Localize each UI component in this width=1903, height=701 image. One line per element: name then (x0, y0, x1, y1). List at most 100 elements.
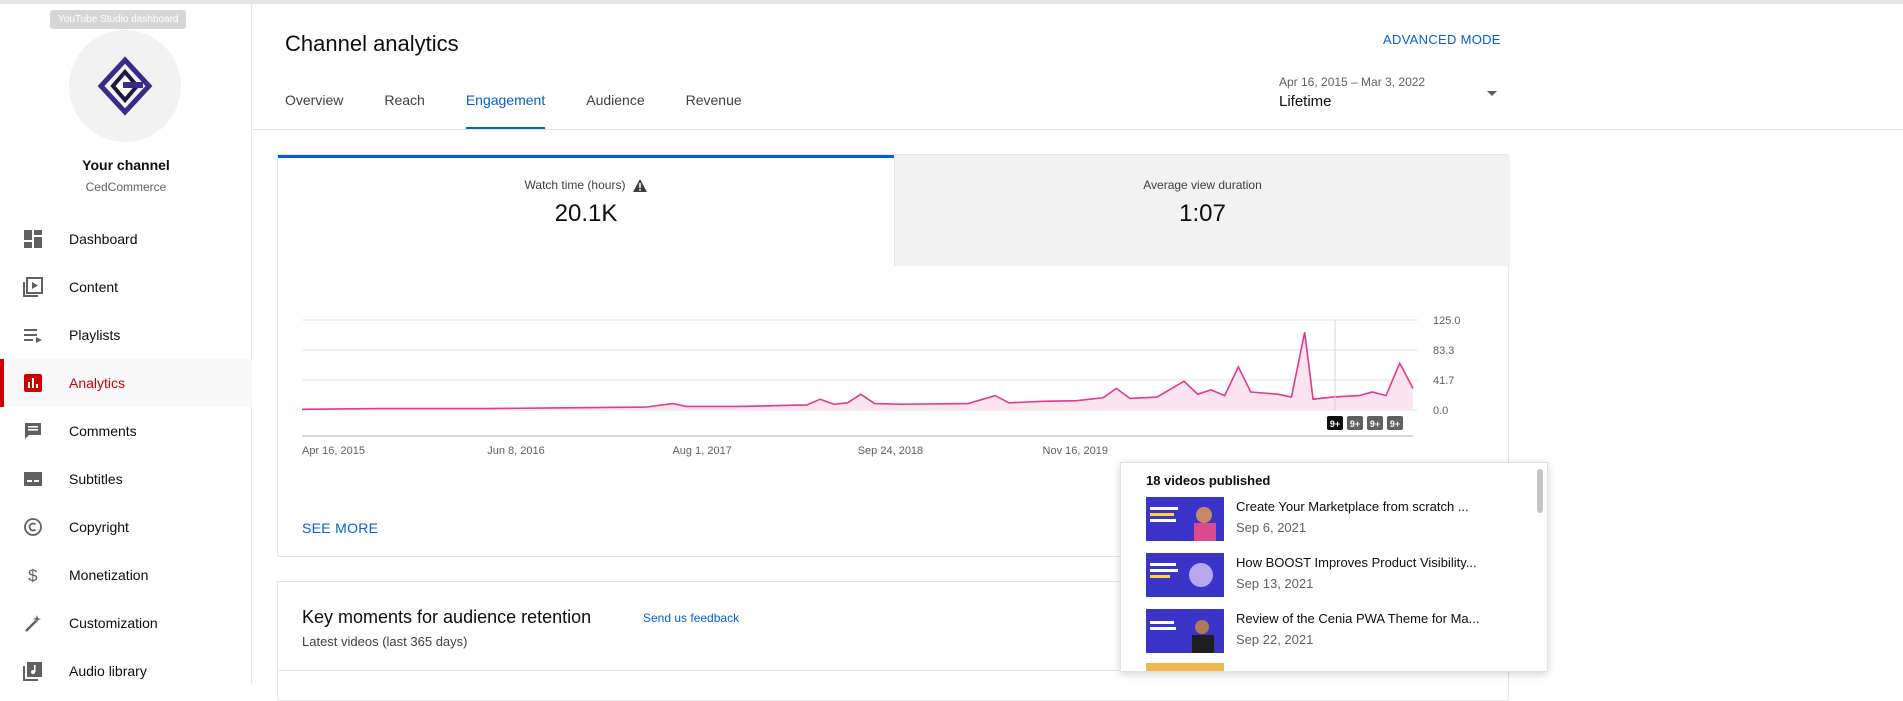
tab-audience[interactable]: Audience (586, 92, 645, 108)
sidebar-item-label: Analytics (69, 375, 126, 391)
sidebar-item-playlists[interactable]: Playlists (0, 311, 252, 359)
sidebar-item-label: Comments (69, 423, 137, 439)
sidebar-item-audio-library[interactable]: Audio library (0, 647, 252, 695)
analytics-icon (22, 372, 44, 394)
date-range-selector[interactable]: Lifetime (1279, 93, 1332, 110)
chevron-down-icon[interactable] (1487, 91, 1497, 96)
dashboard-tooltip: YouTube Studio dashboard (50, 10, 187, 29)
svg-text:$: $ (28, 566, 38, 585)
video-marker-label: 9+ (1370, 419, 1380, 429)
sidebar-item-label: Audio library (69, 663, 147, 679)
dashboard-icon (22, 228, 44, 250)
content-icon (22, 276, 44, 298)
top-border (0, 0, 1903, 4)
video-marker-label: 9+ (1390, 419, 1400, 429)
key-moments-subtitle: Latest videos (last 365 days) (302, 634, 468, 649)
channel-name: CedCommerce (85, 180, 167, 194)
metric-value: 1:07 (1179, 200, 1226, 227)
x-tick-label: Sep 24, 2018 (858, 445, 923, 457)
list-item[interactable]: Create Your Marketplace from scratch ...… (1146, 497, 1526, 547)
sidebar-item-subtitles[interactable]: Subtitles (0, 455, 252, 503)
x-tick-label: Aug 1, 2017 (672, 445, 731, 457)
key-moments-title: Key moments for audience retention (302, 607, 592, 627)
watch-time-chart[interactable]: 125.0 83.3 41.7 0.0 Apr 16, 2015 Jun 8, 2016 A… (278, 305, 1510, 505)
tab-overview[interactable]: Overview (285, 92, 344, 108)
monetization-icon: $ (22, 564, 44, 586)
analytics-tabs: Overview Reach Engagement Audience Reven… (285, 92, 783, 130)
popup-title: 18 videos published (1146, 473, 1271, 488)
date-range-text[interactable]: Apr 16, 2015 – Mar 3, 2022 (1279, 75, 1426, 89)
sidebar-item-label: Customization (69, 615, 158, 631)
video-date: Sep 6, 2021 (1236, 520, 1307, 535)
y-tick-label: 0.0 (1433, 405, 1448, 417)
metric-average-view-duration[interactable]: Average view duration 1:07 (894, 155, 1510, 266)
tab-engagement[interactable]: Engagement (465, 92, 546, 130)
video-thumbnail (1146, 609, 1224, 653)
playlists-icon (22, 324, 44, 346)
cedcommerce-logo-icon (97, 56, 153, 116)
video-marker (1387, 416, 1403, 430)
channel-title: Your channel (82, 157, 170, 173)
series-line (301, 332, 1414, 411)
video-title: Review of the Cenia PWA Theme for Ma... (1236, 611, 1480, 626)
subtitles-icon (22, 468, 44, 490)
video-thumbnail (1146, 553, 1224, 597)
y-tick-label: 125.0 (1433, 315, 1461, 327)
sidebar: YouTube Studio dashboard Your channel Ce… (0, 4, 252, 684)
sidebar-item-label: Monetization (69, 567, 149, 583)
video-thumbnail (1146, 497, 1224, 541)
x-tick-label: Jun 8, 2016 (487, 445, 545, 457)
sidebar-item-dashboard[interactable]: Dashboard (0, 215, 252, 263)
list-item[interactable]: How BOOST Improves Product Visibility...… (1146, 553, 1526, 603)
video-marker (1347, 416, 1363, 430)
video-marker-label: 9+ (1330, 419, 1340, 429)
see-more-button[interactable]: SEE MORE (302, 520, 379, 536)
page-title: Channel analytics (285, 31, 459, 56)
video-date: Sep 13, 2021 (1236, 576, 1314, 591)
x-tick-label: Apr 16, 2015 (302, 445, 365, 457)
series-area (302, 332, 1413, 410)
comments-icon (22, 420, 44, 442)
video-date: Sep 22, 2021 (1236, 632, 1314, 647)
list-item[interactable]: Review of the Cenia PWA Theme for Ma... … (1146, 609, 1526, 659)
tab-revenue[interactable]: Revenue (685, 92, 742, 108)
sidebar-item-label: Playlists (69, 327, 121, 343)
video-thumbnail (1146, 663, 1224, 671)
video-marker (1327, 416, 1343, 430)
video-marker (1367, 416, 1383, 430)
sidebar-item-copyright[interactable]: Copyright (0, 503, 252, 551)
y-tick-label: 83.3 (1433, 345, 1454, 357)
metric-watch-time[interactable]: Watch time (hours) 20.1K (278, 155, 894, 266)
list-item[interactable] (1146, 663, 1526, 671)
sidebar-item-content[interactable]: Content (0, 263, 252, 311)
sidebar-item-analytics[interactable]: Analytics (0, 359, 252, 407)
scrollbar[interactable] (1537, 469, 1543, 513)
sidebar-item-label: Copyright (69, 519, 129, 535)
advanced-mode-button[interactable]: ADVANCED MODE (1383, 32, 1501, 47)
audio-library-icon (22, 660, 44, 682)
video-marker-label: 9+ (1350, 419, 1360, 429)
metric-label: Average view duration (1143, 178, 1262, 192)
metric-label: Watch time (hours) (524, 178, 626, 192)
sidebar-item-label: Content (69, 279, 119, 295)
x-tick-label: Nov 16, 2019 (1043, 445, 1108, 457)
videos-published-popup: 18 videos published Create Your Marketpl… (1120, 462, 1548, 672)
tab-reach[interactable]: Reach (384, 92, 425, 108)
sidebar-item-customization[interactable]: Customization (0, 599, 252, 647)
sidebar-nav: Dashboard Content Playlists Analytics Co… (0, 215, 252, 695)
video-title: How BOOST Improves Product Visibility... (1236, 555, 1477, 570)
divider (278, 670, 1510, 671)
sidebar-item-label: Subtitles (69, 471, 123, 487)
y-tick-label: 41.7 (1433, 375, 1454, 387)
warning-icon[interactable] (633, 178, 648, 192)
channel-avatar[interactable] (69, 30, 181, 142)
header-divider (253, 129, 1903, 130)
sidebar-item-monetization[interactable]: $ Monetization (0, 551, 252, 599)
video-title: Create Your Marketplace from scratch ... (1236, 499, 1469, 514)
copyright-icon (22, 516, 44, 538)
metric-value: 20.1K (554, 200, 618, 227)
send-feedback-link[interactable]: Send us feedback (643, 611, 740, 625)
sidebar-item-label: Dashboard (69, 231, 138, 247)
sidebar-item-comments[interactable]: Comments (0, 407, 252, 455)
customization-icon (22, 612, 44, 634)
